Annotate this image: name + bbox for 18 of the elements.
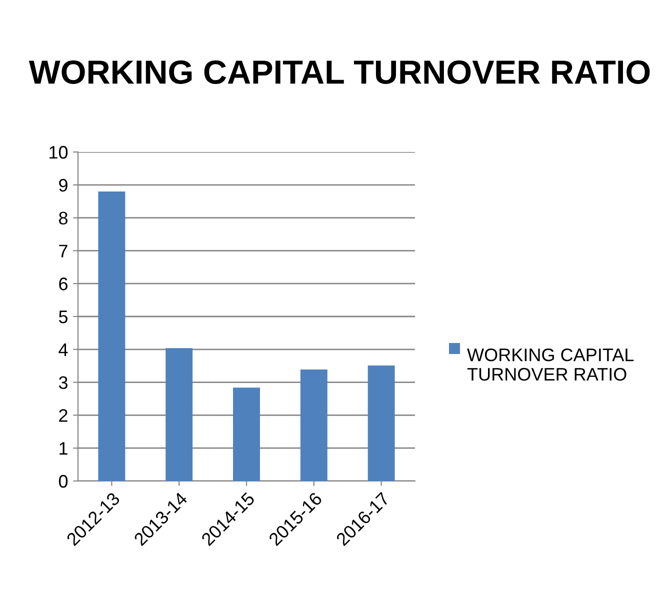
y-tick-label: 3 xyxy=(58,376,68,390)
y-tick-label: 2 xyxy=(59,409,68,422)
bar xyxy=(233,388,260,481)
y-tick-label: 8 xyxy=(59,212,68,225)
y-tick-label: 10 xyxy=(50,146,68,159)
y-tick-label: 6 xyxy=(59,278,68,290)
chart-title: WORKING CAPITAL TURNOVER RATIO xyxy=(28,60,650,84)
bar xyxy=(98,191,126,481)
bar xyxy=(300,369,328,481)
bar xyxy=(368,366,395,481)
bar xyxy=(166,348,193,481)
y-tick-label: 0 xyxy=(58,474,68,488)
y-tick-label: 4 xyxy=(58,344,68,356)
y-tick-label: 1 xyxy=(60,442,68,455)
y-tick-label: 9 xyxy=(59,178,68,192)
y-tick-label: 5 xyxy=(58,310,68,324)
legend-label: WORKING CAPITAL TURNOVER RATIO xyxy=(467,348,634,381)
y-tick-label: 7 xyxy=(59,244,68,258)
